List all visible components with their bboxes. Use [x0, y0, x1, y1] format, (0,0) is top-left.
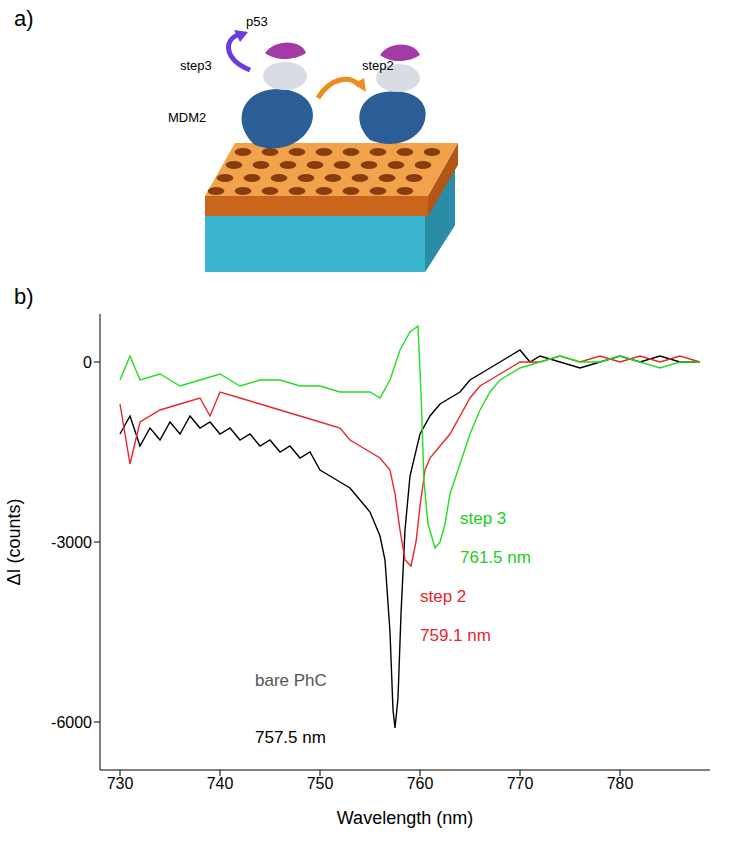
- svg-text:MDM2: MDM2: [168, 110, 206, 125]
- svg-text:Wavelength (nm): Wavelength (nm): [337, 808, 473, 828]
- svg-text:740: 740: [207, 775, 234, 792]
- svg-text:step2: step2: [362, 58, 394, 73]
- svg-text:-6000: -6000: [51, 714, 92, 731]
- svg-text:761.5 nm: 761.5 nm: [460, 548, 531, 567]
- svg-text:780: 780: [607, 775, 634, 792]
- svg-text:770: 770: [507, 775, 534, 792]
- svg-text:757.5 nm: 757.5 nm: [255, 728, 326, 747]
- svg-text:730: 730: [107, 775, 134, 792]
- svg-text:750: 750: [307, 775, 334, 792]
- html-text:b): b): [14, 284, 34, 309]
- svg-text:a): a): [14, 6, 34, 31]
- svg-text:-3000: -3000: [51, 534, 92, 551]
- svg-text:ΔI (counts): ΔI (counts): [4, 498, 24, 585]
- svg-text:759.1 nm: 759.1 nm: [420, 626, 491, 645]
- svg-text:step 2: step 2: [420, 587, 466, 606]
- svg-text:bare PhC: bare PhC: [255, 671, 327, 690]
- svg-text:step3: step3: [180, 58, 212, 73]
- svg-text:0: 0: [83, 354, 92, 371]
- svg-text:760: 760: [407, 775, 434, 792]
- svg-text:step 3: step 3: [460, 509, 506, 528]
- svg-text:p53: p53: [246, 14, 268, 29]
